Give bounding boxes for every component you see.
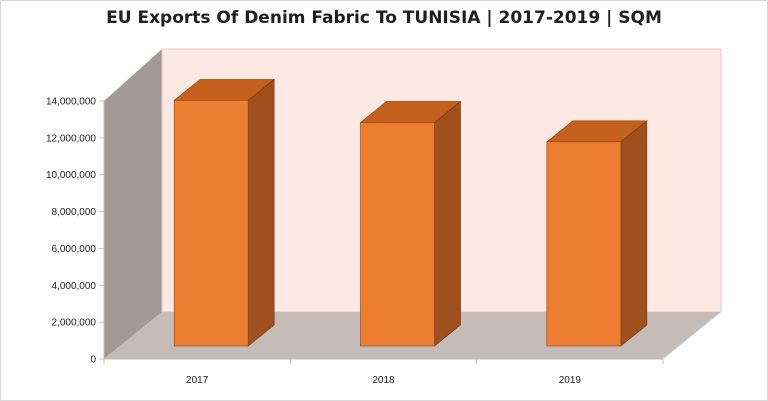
x-tick-label: 2018 [372,375,395,386]
y-tick-label: 2,000,000 [52,318,97,329]
x-axis-ticks: 2017 2018 2019 [103,359,664,386]
y-tick-label: 14,000,000 [46,97,96,108]
y-tick-label: 8,000,000 [52,207,97,218]
bar-front-face [173,100,249,347]
y-tick-label: 6,000,000 [52,244,97,255]
chart-title: EU Exports Of Denim Fabric To TUNISIA | … [106,8,662,28]
bar-side-face [247,78,275,347]
chart-side-wall [104,49,162,359]
bar-2019 [545,120,648,347]
bar-2017 [173,78,276,347]
bar-front-face [546,141,622,347]
y-axis-ticks: 0 2,000,000 4,000,000 6,000,000 8,000,000 10,… [46,97,104,366]
bar-2018 [359,100,462,347]
x-tick-label: 2019 [559,375,582,386]
bar-front-face [360,122,435,347]
y-tick-label: 12,000,000 [46,133,96,144]
bars [173,78,648,347]
y-tick-label: 0 [90,355,96,366]
y-tick-label: 10,000,000 [46,170,96,181]
bar-side-face [620,120,648,347]
y-tick-label: 4,000,000 [52,281,97,292]
x-tick-label: 2017 [186,375,209,386]
bar-side-face [434,100,461,347]
